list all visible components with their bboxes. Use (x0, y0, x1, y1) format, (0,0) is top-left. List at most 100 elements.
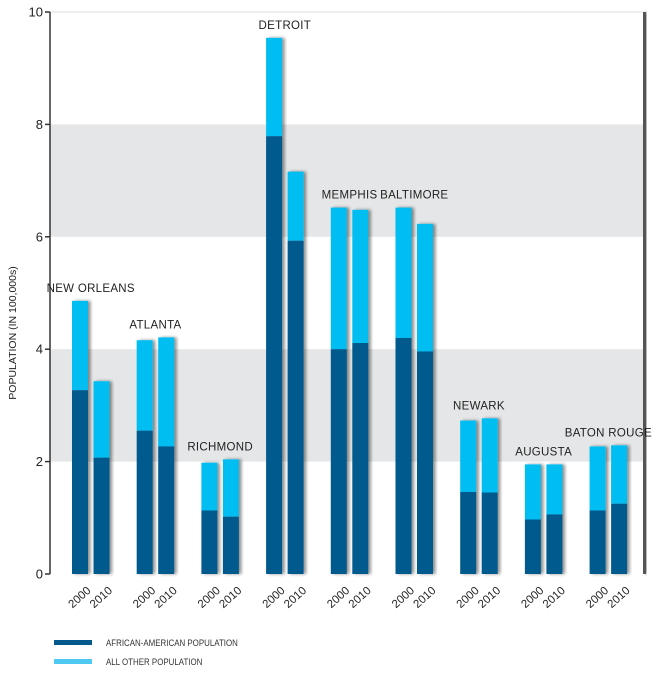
bar-stack (352, 209, 369, 574)
bar-stack (201, 462, 218, 574)
bar-segment-all-other (417, 223, 433, 352)
bar-segment-african-american (352, 343, 369, 574)
bar-segment-all-other (287, 171, 304, 241)
bar-segment-african-american (136, 430, 153, 574)
legend-swatch-african-american (54, 640, 92, 645)
x-tick-label: 2010 (217, 585, 244, 611)
bar-segment-african-american (481, 492, 498, 574)
city-label: BALTIMORE (380, 190, 448, 202)
bars (72, 37, 628, 574)
bar-stack (589, 446, 606, 574)
bar-stack (417, 223, 433, 574)
x-tick-label: 2000 (196, 585, 223, 611)
bar-segment-african-american (546, 514, 563, 574)
city-label: NEW ORLEANS (47, 283, 135, 295)
plot-frame (50, 11, 646, 574)
bar-segment-african-american (72, 390, 88, 574)
bar-segment-african-american (524, 519, 541, 574)
y-tick-label: 2 (36, 454, 43, 469)
bar-segment-african-american (222, 516, 239, 574)
city-label: ATLANTA (129, 319, 181, 331)
bar-segment-all-other (352, 209, 369, 344)
x-tick-label: 2010 (88, 585, 115, 611)
bar-stack (266, 37, 283, 574)
bar-stack (611, 445, 628, 574)
x-tick-label: 2010 (411, 585, 438, 611)
bar-segment-all-other (266, 37, 283, 137)
x-tick-label: 2000 (584, 585, 611, 611)
legend-label: ALL OTHER POPULATION (106, 656, 203, 667)
x-tick-label: 2010 (476, 585, 503, 611)
x-tick-label: 2010 (347, 585, 374, 611)
bar-segment-african-american (287, 240, 304, 574)
bar-segment-african-american (93, 457, 110, 574)
x-tick-label: 2000 (131, 585, 158, 611)
bar-stack (481, 418, 498, 574)
y-tick-label: 6 (36, 229, 43, 244)
bar-stack (395, 207, 412, 574)
bar-stack (460, 420, 477, 574)
legend-item-african-american: AFRICAN-AMERICAN POPULATION (54, 633, 256, 652)
city-label: BATON ROUGE (565, 427, 652, 439)
x-tick-label: 2000 (455, 585, 482, 611)
city-label: NEWARK (453, 400, 505, 412)
bar-segment-african-american (417, 351, 433, 574)
x-tick-label: 2000 (390, 585, 417, 611)
x-tick-label: 2000 (261, 585, 288, 611)
bar-segment-african-american (330, 349, 347, 574)
y-tick-label: 8 (36, 117, 43, 132)
bar-stack (330, 207, 347, 574)
city-label: AUGUSTA (515, 446, 572, 458)
bar-segment-african-american (266, 136, 283, 574)
bar-segment-all-other (330, 207, 347, 350)
legend-label: AFRICAN-AMERICAN POPULATION (106, 637, 238, 648)
bar-stack (524, 464, 541, 574)
bar-segment-all-other (589, 446, 606, 511)
bar-segment-african-american (589, 510, 606, 574)
bar-segment-african-american (158, 446, 175, 574)
city-label: RICHMOND (187, 441, 253, 453)
bar-stack (546, 464, 563, 574)
bar-stack (136, 340, 153, 574)
bar-segment-all-other (611, 445, 628, 504)
bar-segment-african-american (611, 503, 628, 574)
bar-segment-all-other (546, 464, 563, 515)
bar-stack (222, 459, 239, 574)
right-frame-edge (643, 12, 646, 574)
x-tick-label: 2000 (519, 585, 546, 611)
bar-segment-all-other (395, 207, 412, 338)
city-label: DETROIT (259, 20, 312, 32)
city-label: MEMPHIS (322, 190, 378, 202)
y-tick-label: 10 (29, 5, 43, 20)
bar-segment-all-other (201, 462, 218, 511)
y-tick-label: 4 (36, 342, 43, 357)
bar-segment-all-other (72, 300, 88, 391)
bar-segment-african-american (201, 510, 218, 574)
bar-segment-all-other (222, 459, 239, 517)
bar-stack (158, 337, 175, 574)
bar-segment-all-other (524, 464, 541, 520)
bar-segment-african-american (460, 491, 477, 574)
x-tick-label: 2000 (66, 585, 93, 611)
bar-segment-all-other (481, 418, 498, 493)
bar-stack (93, 381, 110, 574)
bar-segment-all-other (93, 381, 110, 458)
x-tick-label: 2010 (541, 585, 568, 611)
legend-item-all-other: ALL OTHER POPULATION (54, 652, 256, 671)
x-tick-label: 2010 (153, 585, 180, 611)
bar-segment-african-american (395, 337, 412, 574)
y-tick-label: 0 (36, 567, 43, 582)
x-tick-label: 2000 (325, 585, 352, 611)
legend: AFRICAN-AMERICAN POPULATION ALL OTHER PO… (54, 633, 256, 671)
y-axis-label: POPULATION (IN 100,000s) (7, 266, 19, 399)
bar-stack (72, 300, 88, 574)
x-tick-label: 2010 (606, 585, 633, 611)
legend-swatch-all-other (54, 659, 92, 664)
axes (45, 11, 643, 575)
bar-stack (287, 171, 304, 574)
bar-segment-all-other (158, 337, 175, 447)
x-tick-label: 2010 (282, 585, 309, 611)
bar-segment-all-other (136, 340, 153, 431)
bar-segment-all-other (460, 420, 477, 492)
